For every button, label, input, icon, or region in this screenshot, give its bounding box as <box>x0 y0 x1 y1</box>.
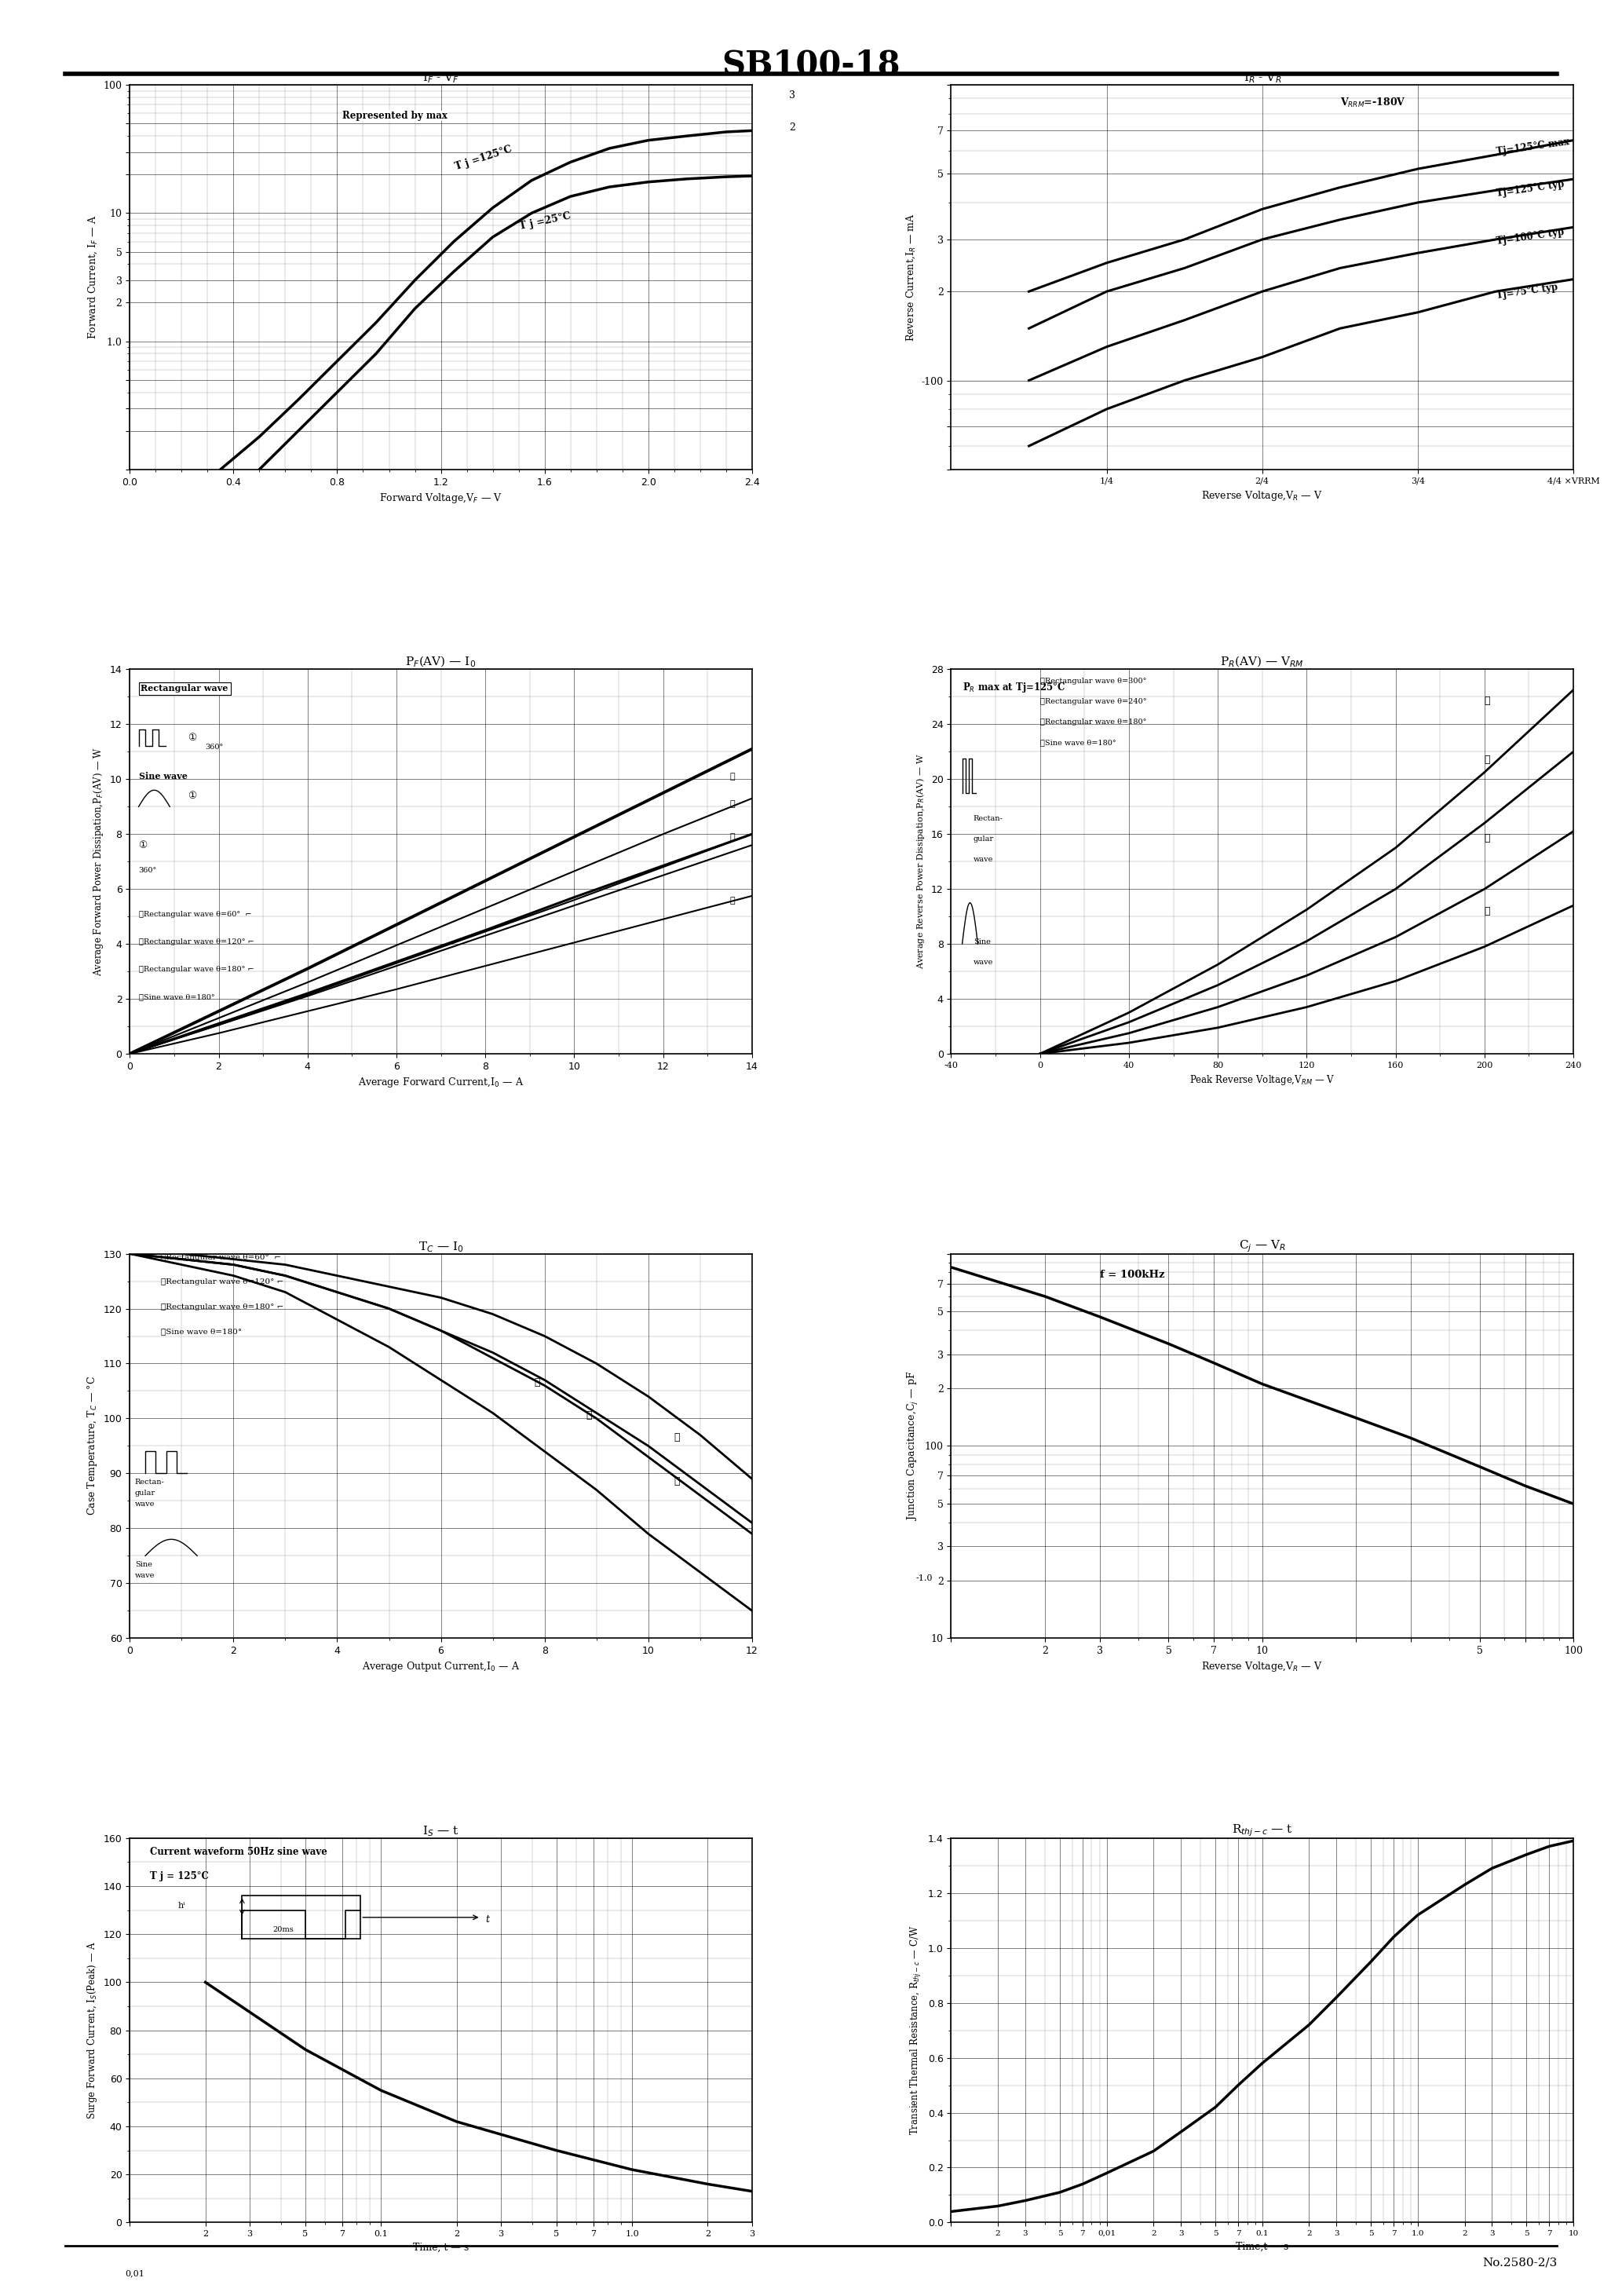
Text: ③Rectangular wave θ=180° ⌐: ③Rectangular wave θ=180° ⌐ <box>161 1304 284 1311</box>
Text: SB100-18: SB100-18 <box>722 48 900 80</box>
Text: 0,01: 0,01 <box>125 2268 144 2278</box>
Text: Tj=100°C typ: Tj=100°C typ <box>1495 227 1565 246</box>
Text: Rectangular wave: Rectangular wave <box>141 684 229 693</box>
Text: Represented by max: Represented by max <box>342 110 448 122</box>
Text: wave: wave <box>135 1502 154 1508</box>
Text: Rectan-: Rectan- <box>973 815 1002 822</box>
Y-axis label: Case Temperature, T$_C$ — °C: Case Temperature, T$_C$ — °C <box>86 1375 99 1515</box>
Text: ②Rectangular wave θ=240°: ②Rectangular wave θ=240° <box>1040 698 1147 705</box>
Text: Rectan-: Rectan- <box>135 1479 164 1486</box>
Text: ③: ③ <box>730 801 735 808</box>
Text: 360°: 360° <box>206 744 224 751</box>
Y-axis label: Surge Forward Current, I$_S$(Peak) — A: Surge Forward Current, I$_S$(Peak) — A <box>86 1940 99 2119</box>
Text: ①: ① <box>730 895 735 905</box>
Y-axis label: Reverse Current,I$_R$ — mA: Reverse Current,I$_R$ — mA <box>905 214 916 342</box>
Text: T j =25°C: T j =25°C <box>519 211 573 232</box>
Text: ④Sine wave θ=180°: ④Sine wave θ=180° <box>1040 739 1116 746</box>
Text: ④Sine wave θ=180°: ④Sine wave θ=180° <box>161 1327 242 1334</box>
Text: ①Rectangular wave θ=60°  ⌐: ①Rectangular wave θ=60° ⌐ <box>138 912 251 918</box>
Title: I$_R$ - V$_R$: I$_R$ - V$_R$ <box>1242 71 1281 85</box>
Bar <box>242 1896 360 1940</box>
Text: wave: wave <box>973 960 993 967</box>
Text: ①Rectangular wave θ=300°: ①Rectangular wave θ=300° <box>1040 677 1147 684</box>
Text: Sine: Sine <box>973 939 991 946</box>
Text: ①Rectangular wave θ=60°  ⌐: ①Rectangular wave θ=60° ⌐ <box>161 1254 281 1261</box>
Y-axis label: Transient Thermal Resistance, R$_{thj-c}$ — C/W: Transient Thermal Resistance, R$_{thj-c}… <box>910 1926 923 2135</box>
Text: ③Rectangular wave θ=180°: ③Rectangular wave θ=180° <box>1040 719 1147 726</box>
Text: ②Rectangular wave θ=120° ⌐: ②Rectangular wave θ=120° ⌐ <box>161 1279 284 1286</box>
X-axis label: Forward Voltage,V$_F$ — V: Forward Voltage,V$_F$ — V <box>380 491 503 505</box>
Title: P$_F$(AV) — I$_0$: P$_F$(AV) — I$_0$ <box>406 654 477 670</box>
Text: ④: ④ <box>675 1433 680 1442</box>
Text: ①: ① <box>138 840 148 850</box>
X-axis label: Time, t — s: Time, t — s <box>414 2243 469 2252</box>
Text: gular: gular <box>973 836 994 843</box>
Text: Tj=125°C typ: Tj=125°C typ <box>1495 179 1565 200</box>
Text: t: t <box>485 1915 490 1924</box>
Text: ②: ② <box>730 774 735 781</box>
Text: T j =125°C: T j =125°C <box>454 145 514 172</box>
Text: Sine wave: Sine wave <box>138 771 187 781</box>
Text: ①: ① <box>188 732 196 744</box>
Text: hⁱ: hⁱ <box>177 1901 185 1910</box>
Text: ④: ④ <box>730 833 735 840</box>
Text: ④Sine wave θ=180°: ④Sine wave θ=180° <box>138 994 214 1001</box>
Text: T j = 125°C: T j = 125°C <box>149 1871 209 1880</box>
Text: Current waveform 50Hz sine wave: Current waveform 50Hz sine wave <box>149 1846 328 1857</box>
X-axis label: Time,t — s: Time,t — s <box>1236 2241 1288 2252</box>
Title: C$_j$ — V$_R$: C$_j$ — V$_R$ <box>1239 1238 1286 1254</box>
X-axis label: Average Forward Current,I$_0$ — A: Average Forward Current,I$_0$ — A <box>358 1077 524 1088</box>
Text: V$_{RRM}$=-180V: V$_{RRM}$=-180V <box>1340 96 1406 108</box>
Text: 20ms: 20ms <box>272 1926 294 1933</box>
Text: P$_R$ max at Tj=125°C: P$_R$ max at Tj=125°C <box>962 680 1066 693</box>
Text: ④: ④ <box>1484 907 1491 916</box>
Title: P$_R$(AV) — V$_{RM}$: P$_R$(AV) — V$_{RM}$ <box>1220 654 1304 670</box>
Text: -1.0: -1.0 <box>916 1575 933 1582</box>
X-axis label: Peak Reverse Voltage,V$_{RM}$ — V: Peak Reverse Voltage,V$_{RM}$ — V <box>1189 1075 1335 1086</box>
Title: R$_{thj-c}$ — t: R$_{thj-c}$ — t <box>1231 1823 1293 1839</box>
X-axis label: Reverse Voltage,V$_R$ — V: Reverse Voltage,V$_R$ — V <box>1202 489 1324 503</box>
Text: ②Rectangular wave θ=120° ⌐: ②Rectangular wave θ=120° ⌐ <box>138 939 255 946</box>
Text: Tj=75°C typ: Tj=75°C typ <box>1495 282 1559 301</box>
Text: Tj=125°C max: Tj=125°C max <box>1495 138 1570 156</box>
Text: ①: ① <box>534 1378 540 1387</box>
Text: Sine: Sine <box>135 1561 152 1568</box>
Text: 360°: 360° <box>138 868 157 875</box>
Text: ①: ① <box>188 790 196 801</box>
Text: ③Rectangular wave θ=180° ⌐: ③Rectangular wave θ=180° ⌐ <box>138 967 253 974</box>
Text: 3: 3 <box>790 90 795 101</box>
Text: wave: wave <box>135 1573 154 1580</box>
Title: I$_F$ - V$_F$: I$_F$ - V$_F$ <box>422 71 459 85</box>
Title: I$_S$ — t: I$_S$ — t <box>423 1825 459 1839</box>
Text: ①: ① <box>1484 696 1491 705</box>
Text: wave: wave <box>973 856 993 863</box>
Y-axis label: Average Reverse Power Dissipation,P$_R$(AV) — W: Average Reverse Power Dissipation,P$_R$(… <box>915 753 926 969</box>
Y-axis label: Average Forward Power Dissipation,P$_F$(AV) — W: Average Forward Power Dissipation,P$_F$(… <box>92 746 105 976</box>
Title: T$_C$ — I$_0$: T$_C$ — I$_0$ <box>418 1240 464 1254</box>
Text: ②: ② <box>586 1410 592 1421</box>
Text: ③: ③ <box>1484 833 1491 843</box>
Y-axis label: Junction Capacitance,C$_j$ — pF: Junction Capacitance,C$_j$ — pF <box>907 1371 920 1520</box>
Text: ③: ③ <box>675 1476 680 1488</box>
Text: f = 100kHz: f = 100kHz <box>1100 1270 1165 1281</box>
Text: gular: gular <box>135 1490 156 1497</box>
X-axis label: Reverse Voltage,V$_R$ — V: Reverse Voltage,V$_R$ — V <box>1202 1660 1324 1674</box>
X-axis label: Average Output Current,I$_0$ — A: Average Output Current,I$_0$ — A <box>362 1660 521 1674</box>
Text: ②: ② <box>1484 755 1491 765</box>
Text: 2: 2 <box>790 124 795 133</box>
Text: No.2580-2/3: No.2580-2/3 <box>1483 2257 1557 2268</box>
Y-axis label: Forward Current, I$_F$ — A: Forward Current, I$_F$ — A <box>88 216 99 340</box>
